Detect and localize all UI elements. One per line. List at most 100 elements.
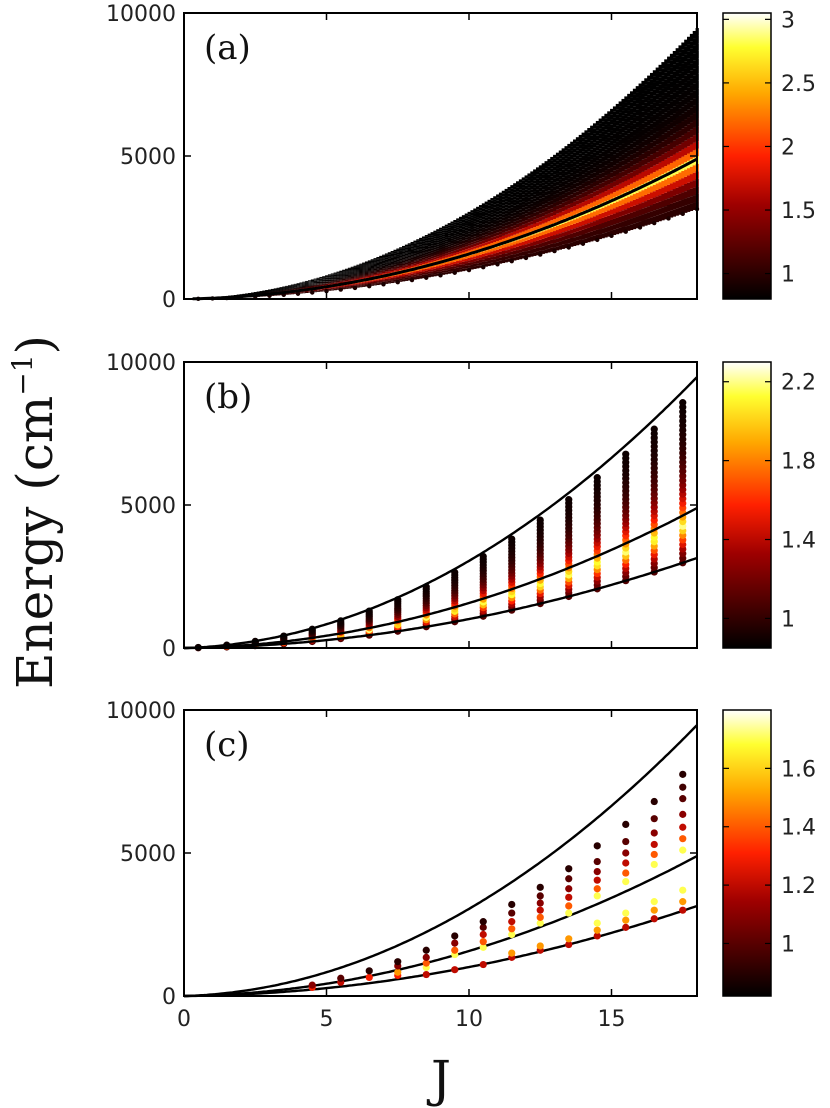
heatmap-cell bbox=[627, 202, 631, 209]
heatmap-cell bbox=[590, 130, 594, 136]
heatmap-cell bbox=[399, 265, 403, 268]
heatmap-cell bbox=[667, 63, 671, 71]
heatmap-cell bbox=[476, 258, 480, 261]
heatmap-cell bbox=[575, 240, 580, 246]
reference-curve-middle bbox=[184, 855, 698, 998]
heatmap-cell bbox=[313, 279, 317, 281]
heatmap-cell bbox=[459, 257, 463, 261]
heatmap-cell bbox=[327, 281, 332, 283]
heatmap-cell bbox=[541, 238, 545, 243]
heatmap-cell bbox=[652, 197, 657, 204]
heatmap-cell bbox=[601, 141, 605, 147]
heatmap-cell bbox=[504, 244, 508, 248]
heatmap-cell bbox=[615, 228, 620, 235]
heatmap-cell bbox=[638, 125, 642, 132]
heatmap-cell bbox=[484, 220, 488, 224]
heatmap-cell bbox=[513, 192, 517, 197]
heatmap-cell bbox=[424, 238, 429, 241]
heatmap-cell bbox=[547, 178, 551, 183]
heatmap-cell bbox=[376, 269, 380, 272]
heatmap-cell bbox=[282, 288, 286, 290]
heatmap-cell bbox=[473, 258, 477, 262]
heatmap-cell bbox=[567, 156, 571, 162]
heatmap-cell bbox=[647, 94, 651, 101]
heatmap-cell bbox=[664, 79, 668, 87]
heatmap-cell bbox=[661, 81, 665, 89]
heatmap-cell bbox=[433, 240, 437, 243]
heatmap-cell bbox=[618, 112, 622, 118]
heatmap-cell bbox=[498, 216, 503, 220]
heatmap-cell bbox=[533, 201, 537, 206]
heatmap-cell bbox=[327, 275, 332, 276]
heatmap-cell bbox=[424, 249, 429, 252]
heatmap-cell bbox=[584, 191, 588, 197]
heatmap-cell bbox=[675, 138, 679, 146]
heatmap-cell bbox=[498, 204, 503, 208]
heatmap-cell bbox=[461, 245, 466, 248]
heatmap-cell bbox=[373, 263, 377, 265]
heatmap-cell bbox=[459, 216, 463, 220]
heatmap-cell bbox=[270, 295, 275, 296]
heatmap-cell bbox=[507, 258, 511, 262]
heatmap-cell bbox=[322, 277, 326, 279]
heatmap-cell bbox=[689, 137, 694, 145]
heatmap-cell bbox=[544, 245, 548, 250]
heatmap-cell bbox=[459, 237, 463, 240]
heatmap-cell bbox=[590, 198, 594, 203]
heatmap-cell bbox=[305, 287, 309, 288]
heatmap-cell bbox=[413, 277, 417, 280]
heatmap-cell bbox=[487, 199, 491, 203]
heatmap-cell bbox=[573, 188, 577, 193]
heatmap-cell bbox=[407, 274, 411, 276]
heatmap-cell bbox=[612, 176, 617, 182]
heatmap-cell bbox=[288, 287, 292, 289]
heatmap-cell bbox=[570, 194, 574, 199]
heatmap-cell bbox=[478, 210, 483, 213]
heatmap-cell bbox=[590, 173, 594, 179]
heatmap-cell bbox=[510, 191, 514, 195]
heatmap-cell bbox=[345, 277, 349, 278]
heatmap-cell bbox=[567, 225, 571, 231]
heatmap-cell bbox=[490, 231, 494, 235]
heatmap-cell bbox=[496, 235, 500, 239]
heatmap-cell bbox=[587, 237, 591, 243]
heatmap-cell bbox=[430, 273, 434, 275]
heatmap-cell bbox=[464, 225, 468, 228]
heatmap-cell bbox=[379, 269, 383, 271]
heatmap-cell bbox=[305, 290, 309, 292]
heatmap-cell bbox=[521, 228, 525, 232]
heatmap-cell bbox=[433, 242, 437, 244]
heatmap-cell bbox=[681, 149, 685, 157]
heatmap-cell bbox=[416, 249, 420, 251]
heatmap-cell bbox=[641, 153, 645, 160]
heatmap-cell bbox=[638, 179, 642, 186]
heatmap-cell bbox=[561, 198, 565, 203]
heatmap-cell bbox=[555, 168, 560, 174]
heatmap-cell bbox=[558, 179, 563, 184]
heatmap-cell bbox=[478, 244, 483, 247]
heatmap-cell bbox=[658, 156, 662, 163]
heatmap-cell bbox=[518, 245, 523, 250]
heatmap-cell bbox=[330, 277, 335, 279]
heatmap-cell bbox=[504, 247, 508, 251]
heatmap-cell bbox=[550, 156, 554, 161]
heatmap-cell bbox=[370, 271, 374, 273]
heatmap-cell bbox=[305, 292, 309, 293]
heatmap-cell bbox=[621, 226, 625, 233]
heatmap-cell bbox=[664, 112, 668, 120]
heatmap-cell bbox=[410, 273, 414, 276]
heatmap-cell bbox=[413, 253, 417, 256]
heatmap-cell bbox=[598, 158, 602, 164]
scatter-point bbox=[650, 898, 658, 906]
heatmap-cell bbox=[345, 268, 349, 270]
heatmap-cell bbox=[498, 231, 503, 235]
heatmap-cell bbox=[393, 260, 397, 263]
heatmap-cell bbox=[627, 116, 631, 123]
heatmap-cell bbox=[573, 206, 577, 211]
heatmap-cell bbox=[521, 187, 525, 191]
heatmap-cell bbox=[530, 249, 534, 254]
heatmap-cell bbox=[416, 272, 420, 275]
heatmap-cell bbox=[367, 267, 372, 269]
heatmap-cell bbox=[461, 243, 466, 246]
heatmap-cell bbox=[379, 261, 383, 264]
